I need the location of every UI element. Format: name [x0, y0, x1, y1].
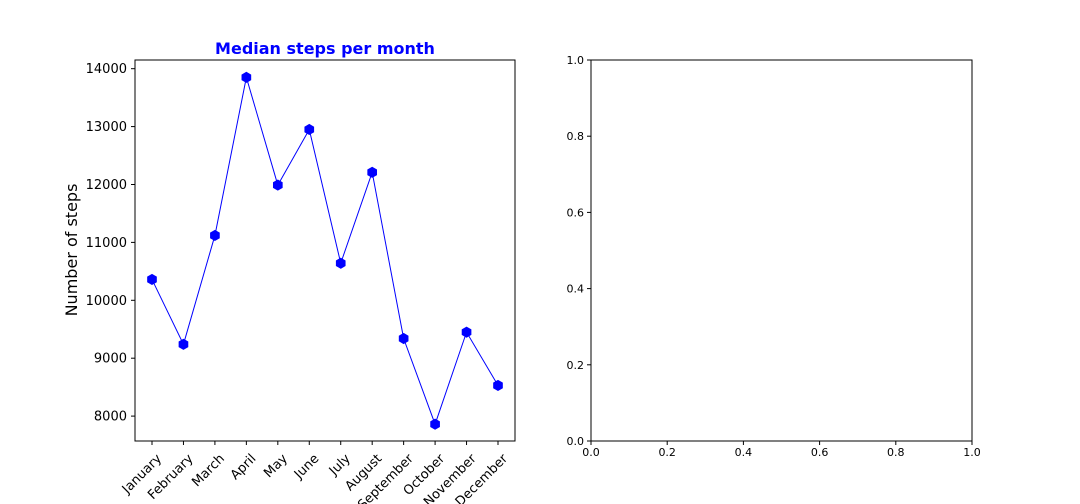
x-tick-label: 0.4: [735, 446, 753, 459]
y-tick-label: 8000: [94, 410, 127, 425]
plot-frame: [134, 59, 516, 442]
y-axis-label: Number of steps: [62, 184, 81, 317]
y-tick-label: 9000: [94, 352, 127, 367]
plot-area: [147, 71, 503, 430]
data-point: [178, 338, 189, 350]
data-point: [493, 379, 503, 391]
data-point: [304, 123, 315, 136]
data-point: [461, 326, 472, 338]
y-tick-label: 0.8: [567, 130, 585, 143]
x-tick-label: 0.8: [887, 446, 905, 459]
data-point: [430, 418, 440, 430]
y-tick-label: 11000: [86, 236, 127, 251]
y-tick-label: 0.4: [567, 283, 585, 296]
x-tick-label: 0.6: [811, 446, 829, 459]
y-tick-label: 0.6: [567, 206, 585, 219]
data-point: [398, 332, 409, 345]
chart-title: Median steps per month: [215, 39, 435, 58]
y-tick-label: 0.2: [567, 359, 585, 372]
y-tick-label: 14000: [86, 62, 127, 77]
data-point: [147, 273, 157, 286]
y-tick-label: 0.0: [567, 435, 585, 448]
series-line: [151, 77, 499, 426]
y-tick-label: 13000: [86, 120, 127, 135]
data-point: [272, 179, 283, 191]
data-point: [210, 229, 220, 242]
y-tick-label: 1.0: [567, 54, 585, 67]
x-tick-label: 0.0: [582, 446, 600, 459]
x-ticks: 0.0 0.2 0.4 0.6 0.8 1.0: [582, 441, 981, 459]
x-tick-label: 1.0: [963, 446, 981, 459]
y-ticks: 0.0 0.2 0.4 0.6 0.8 1.0: [567, 54, 591, 448]
data-point: [335, 257, 346, 269]
y-ticks: 8000 9000 10000 11000 12000 13000 14000: [86, 62, 135, 425]
data-point: [367, 166, 378, 178]
data-point: [241, 71, 252, 83]
y-tick-label: 12000: [86, 178, 127, 193]
y-tick-label: 10000: [86, 294, 127, 309]
empty-chart: 0.0 0.2 0.4 0.6 0.8 1.0 0.0 0.2 0.4 0.6 0.8 1.0: [567, 54, 981, 459]
x-tick-label: 0.2: [658, 446, 676, 459]
plot-frame: [590, 59, 973, 442]
